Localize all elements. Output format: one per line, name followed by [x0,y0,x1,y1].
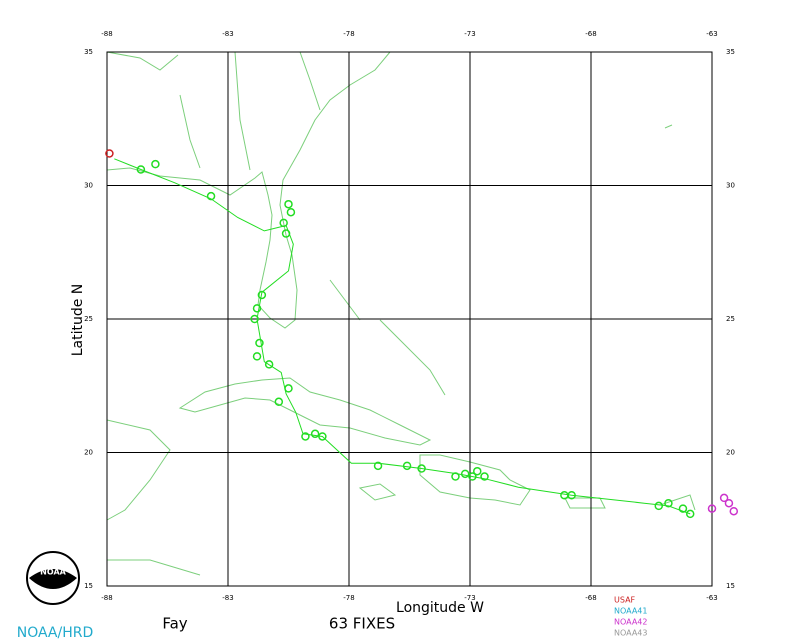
fix-marker [206,191,216,201]
fix-marker [284,384,293,393]
fix-marker [284,199,293,209]
y-tick-label: 30 [84,182,93,190]
fix-marker [257,290,267,300]
y-tick-label: 35 [84,48,93,56]
y-tick-label-right: 20 [726,449,735,457]
agency-label: NOAA/HRD [17,625,94,640]
storm-name: Fay [162,615,187,633]
fix-marker [707,504,717,513]
x-tick-label-top: -78 [343,30,354,38]
fix-marker [685,509,695,519]
fix-marker [252,352,262,361]
fix-marker [729,506,739,516]
y-tick-label: 25 [84,315,93,323]
logo-bird [29,569,77,589]
x-tick-label-top: -73 [464,30,475,38]
x-tick-label: -73 [464,594,475,602]
x-tick-label: -88 [101,594,112,602]
coastline [419,454,531,506]
fix-marker [264,360,274,369]
legend-label: NOAA41 [614,607,648,616]
x-tick-label-top: -63 [706,30,717,38]
coastline [358,483,606,509]
x-tick-label-top: -68 [585,30,596,38]
y-tick-label-right: 35 [726,48,735,56]
fix-marker [250,314,259,324]
plot-frame [106,51,713,587]
y-tick-label: 20 [84,449,93,457]
storm-track [114,158,691,515]
fix-marker [451,472,460,481]
legend-label: NOAA42 [614,618,648,627]
coastline [106,51,391,329]
x-axis-label: Longitude W [396,600,484,616]
fix-marker [402,461,412,471]
fix-marker [274,397,284,407]
fix-marker [318,432,327,441]
legend-label: NOAA43 [614,629,648,638]
fix-marker [310,429,320,439]
fix-marker [719,493,729,503]
x-tick-label: -63 [706,594,717,602]
fix-marker [417,464,426,473]
fix-marker [468,472,477,481]
x-tick-label-top: -83 [222,30,233,38]
y-tick-label: 15 [84,582,93,590]
y-tick-label-right: 15 [726,582,735,590]
coastline [106,124,696,576]
fix-marker [105,149,114,158]
coastlines [106,51,696,576]
y-axis-label: Latitude N [70,284,86,357]
y-tick-label-right: 30 [726,182,735,190]
coastline [178,377,432,446]
fix-marker [724,498,734,508]
fix-marker [678,504,688,513]
fix-marker [286,207,296,217]
x-tick-label: -78 [343,594,354,602]
fix-count: 63 FIXES [329,615,395,633]
fix-marker [151,159,160,169]
fix-marker [473,466,482,476]
fix-marker [480,472,489,481]
x-tick-label: -83 [222,594,233,602]
fix-marker [136,165,146,174]
fix-marker [664,498,673,508]
legend-label: USAF [614,596,636,605]
fix-marker [281,229,291,238]
logo-text: NOAA [40,568,66,577]
fix-marker [252,304,262,313]
fix-marker [460,469,470,479]
fix-marker [654,501,664,511]
noaa-logo: NOAA [26,551,80,605]
y-tick-label-right: 25 [726,315,735,323]
x-tick-label-top: -88 [101,30,112,38]
fix-marker [279,218,288,228]
x-tick-label: -68 [585,594,596,602]
coastline [106,51,321,171]
fix-marker [560,490,569,500]
fix-marker [373,461,383,471]
fix-marker [255,338,264,348]
fix-marker [301,432,310,441]
